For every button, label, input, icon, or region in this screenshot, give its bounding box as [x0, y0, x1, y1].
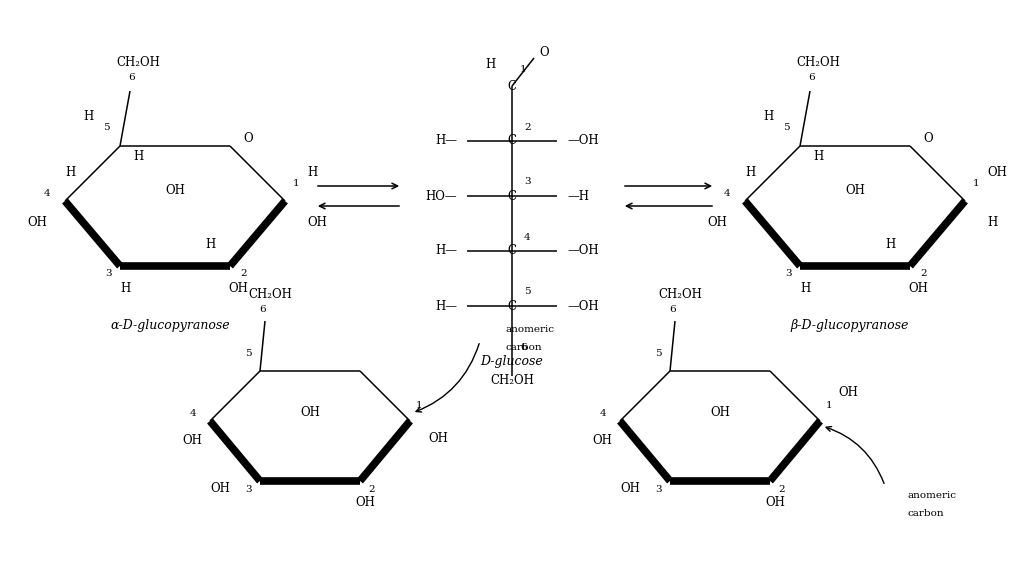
- Text: OH: OH: [27, 217, 47, 229]
- Text: 5: 5: [524, 287, 530, 297]
- Text: 4: 4: [189, 408, 196, 418]
- Text: OH: OH: [307, 217, 327, 229]
- Text: H: H: [885, 237, 895, 251]
- Text: H: H: [763, 109, 773, 123]
- Text: 5: 5: [783, 123, 790, 132]
- Text: OH: OH: [845, 184, 865, 198]
- Text: H—: H—: [435, 244, 457, 257]
- Text: H: H: [205, 237, 215, 251]
- Text: H: H: [800, 282, 810, 294]
- Text: β-D-glucopyranose: β-D-glucopyranose: [791, 320, 909, 332]
- Text: OH: OH: [300, 407, 319, 419]
- Text: CH₂OH: CH₂OH: [490, 374, 534, 388]
- Text: 3: 3: [524, 177, 530, 187]
- Text: 1: 1: [973, 179, 980, 188]
- Text: CH₂OH: CH₂OH: [658, 289, 701, 301]
- Text: 4: 4: [43, 188, 50, 198]
- Text: —OH: —OH: [567, 300, 599, 313]
- Text: carbon: carbon: [505, 343, 542, 351]
- Text: OH: OH: [355, 497, 375, 510]
- Text: O: O: [924, 131, 933, 145]
- Text: H: H: [485, 58, 496, 70]
- Text: 4: 4: [524, 233, 530, 241]
- Text: HO—: HO—: [425, 190, 457, 203]
- Text: H: H: [744, 166, 755, 180]
- Text: 2: 2: [920, 270, 927, 279]
- Text: OH: OH: [987, 166, 1007, 180]
- Text: OH: OH: [838, 386, 858, 400]
- Text: OH: OH: [707, 217, 727, 229]
- Text: H: H: [65, 166, 75, 180]
- Text: OH: OH: [765, 497, 785, 510]
- Text: C: C: [508, 190, 516, 203]
- Text: 3: 3: [785, 270, 792, 279]
- Text: 2: 2: [524, 123, 530, 131]
- Text: 2: 2: [240, 270, 247, 279]
- Text: C: C: [508, 135, 516, 147]
- Text: OH: OH: [182, 434, 202, 448]
- Text: OH: OH: [428, 433, 447, 445]
- Text: —OH: —OH: [567, 135, 599, 147]
- Text: 1: 1: [416, 400, 423, 410]
- Text: 2: 2: [368, 484, 375, 494]
- Text: 1: 1: [293, 179, 300, 188]
- Text: CH₂OH: CH₂OH: [796, 56, 840, 70]
- Text: 3: 3: [105, 270, 112, 279]
- Text: 6: 6: [520, 343, 526, 351]
- Text: D-glucose: D-glucose: [480, 354, 544, 367]
- Text: α-D-glucopyranose: α-D-glucopyranose: [111, 320, 229, 332]
- Text: 6: 6: [260, 305, 266, 313]
- Text: H: H: [307, 166, 317, 180]
- Text: 1: 1: [826, 400, 833, 410]
- Text: CH₂OH: CH₂OH: [248, 289, 292, 301]
- Text: H—: H—: [435, 135, 457, 147]
- Text: 3: 3: [655, 484, 662, 494]
- Text: OH: OH: [210, 483, 230, 495]
- Text: O: O: [243, 131, 253, 145]
- Text: 4: 4: [723, 188, 730, 198]
- Text: carbon: carbon: [908, 509, 944, 517]
- Text: H—: H—: [435, 300, 457, 313]
- Text: H: H: [813, 150, 823, 162]
- Text: —H: —H: [567, 190, 589, 203]
- Text: CH₂OH: CH₂OH: [116, 56, 160, 70]
- Text: C: C: [508, 300, 516, 313]
- Text: O: O: [540, 47, 549, 59]
- Text: 6: 6: [129, 73, 135, 81]
- Text: C: C: [508, 79, 516, 93]
- Text: OH: OH: [592, 434, 612, 448]
- Text: 4: 4: [599, 408, 606, 418]
- Text: H: H: [83, 109, 93, 123]
- Text: 5: 5: [103, 123, 110, 132]
- Text: C: C: [508, 244, 516, 257]
- Text: H: H: [987, 217, 997, 229]
- Text: 6: 6: [670, 305, 676, 313]
- Text: H: H: [133, 150, 143, 162]
- Text: OH: OH: [228, 282, 248, 294]
- Text: 3: 3: [246, 484, 252, 494]
- Text: H: H: [120, 282, 130, 294]
- Text: OH: OH: [908, 282, 928, 294]
- Text: 5: 5: [655, 348, 662, 358]
- Text: —OH: —OH: [567, 244, 599, 257]
- Text: OH: OH: [710, 407, 730, 419]
- Text: 5: 5: [246, 348, 252, 358]
- Text: OH: OH: [165, 184, 185, 198]
- Text: 6: 6: [809, 73, 815, 81]
- Text: 2: 2: [778, 484, 784, 494]
- Text: anomeric: anomeric: [505, 324, 554, 334]
- Text: OH: OH: [621, 483, 640, 495]
- Text: 1: 1: [520, 66, 526, 74]
- Text: anomeric: anomeric: [908, 491, 957, 501]
